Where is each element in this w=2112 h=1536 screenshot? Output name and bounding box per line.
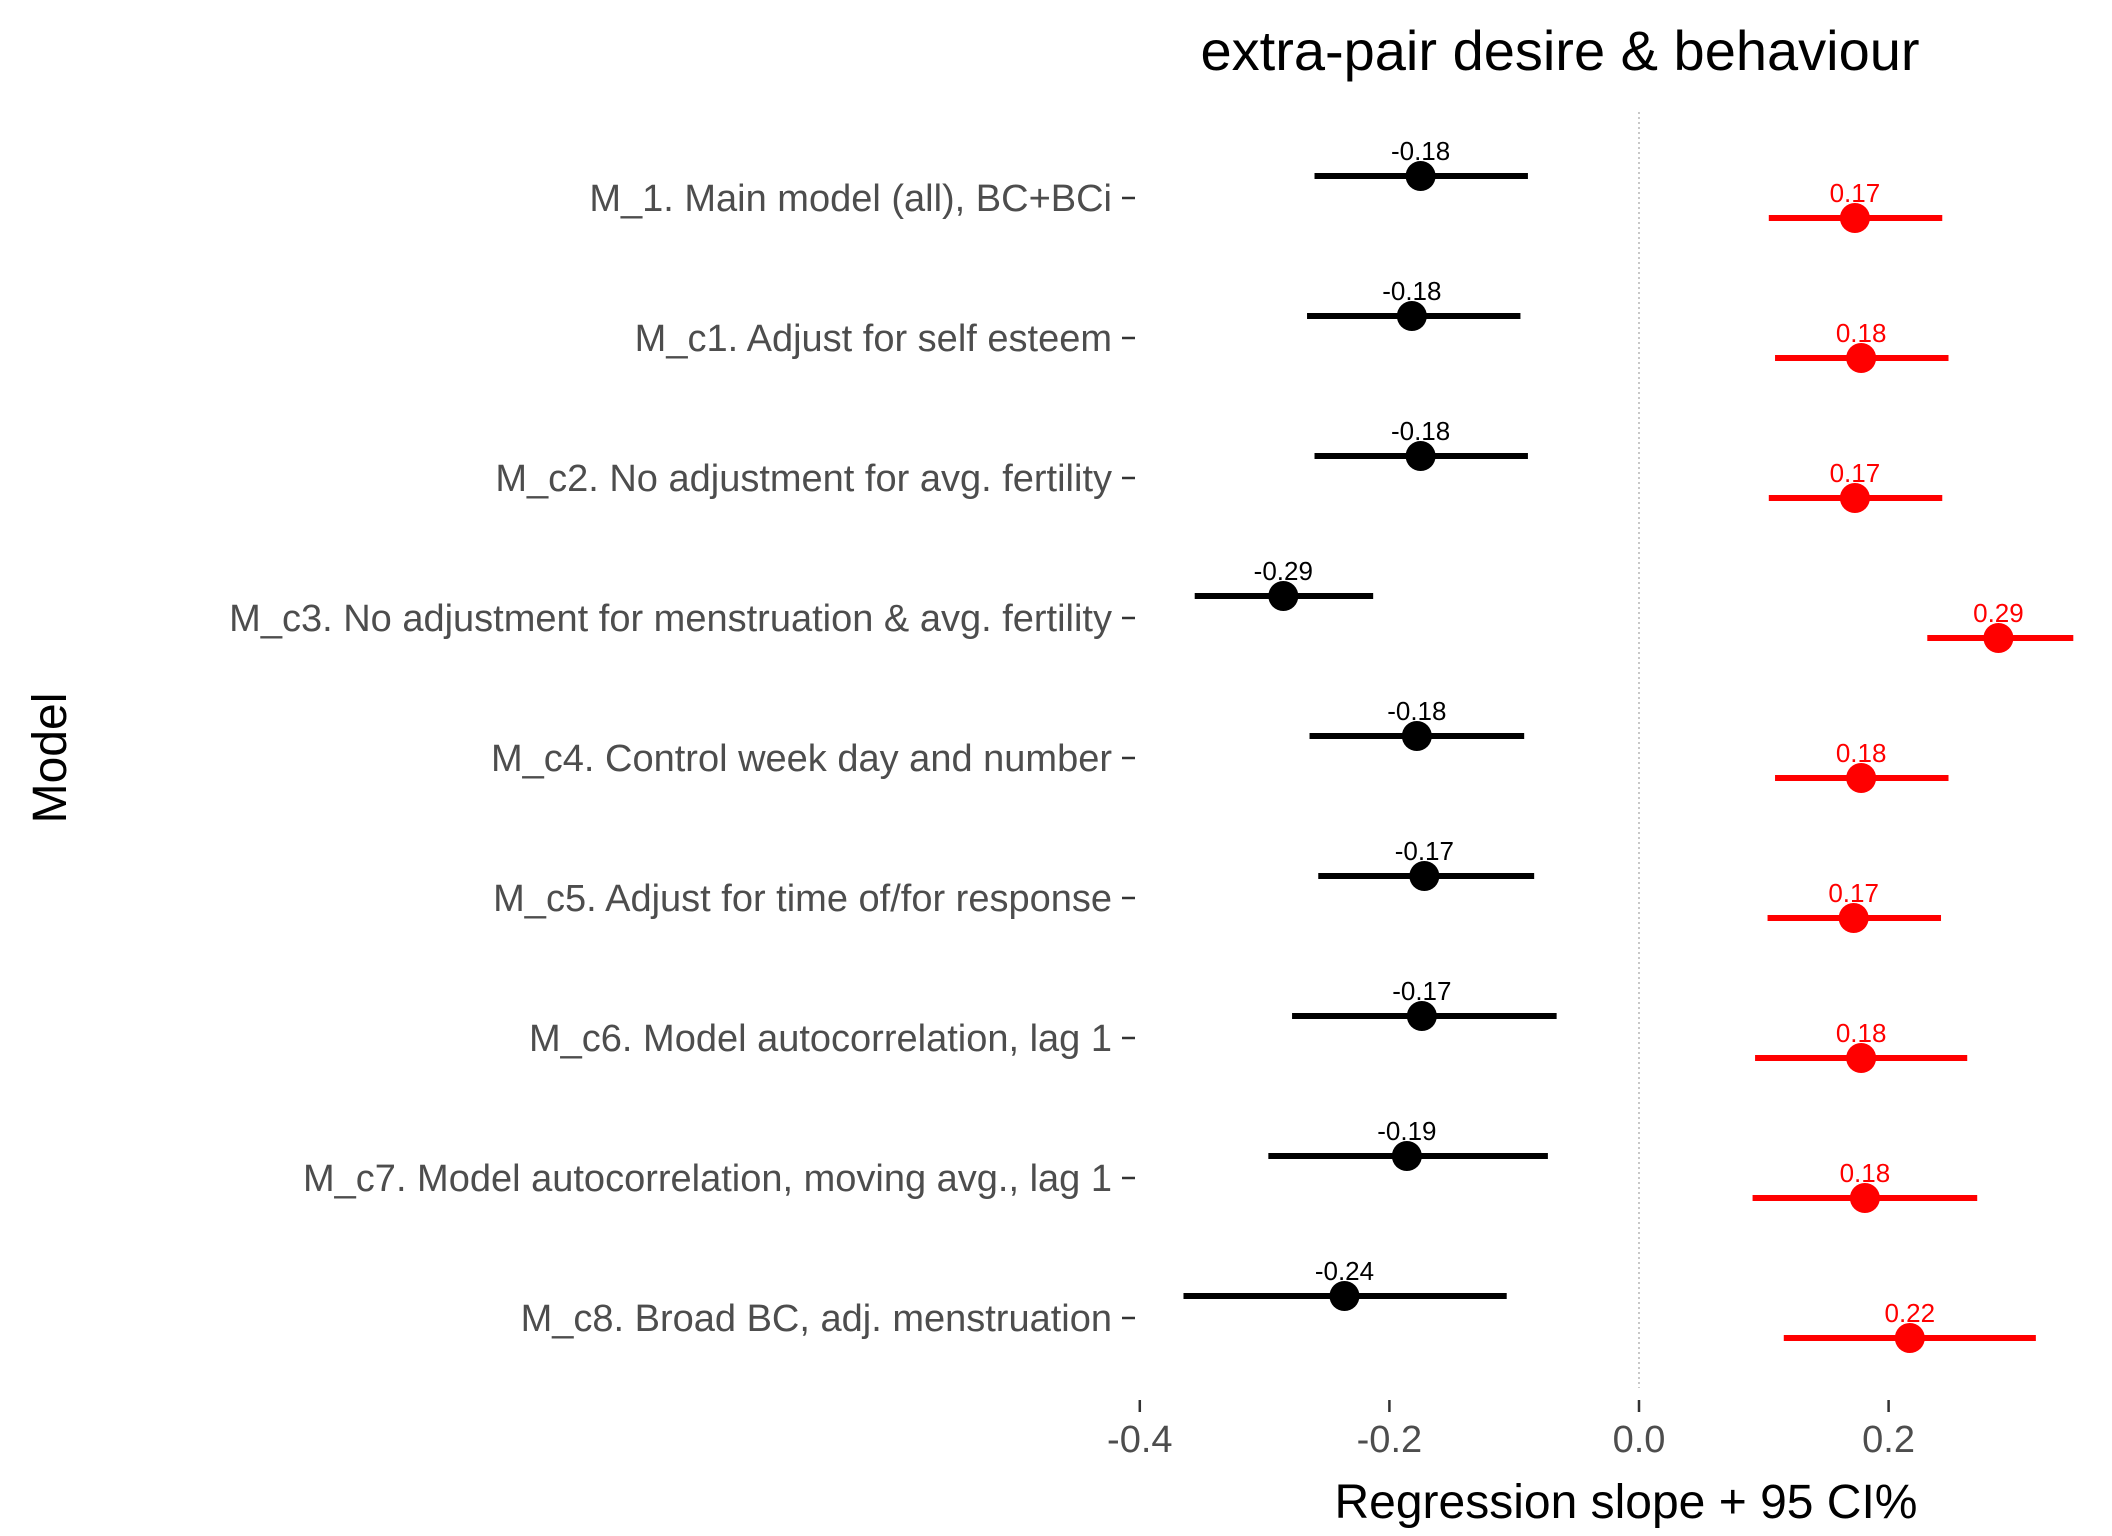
data-label: -0.24 <box>1315 1256 1374 1286</box>
data-label: 0.17 <box>1830 178 1881 208</box>
series-negative: -0.18 -0.18 -0.18 -0.29 -0.18 -0.17 -0.17 -0.19… <box>1183 136 1557 1311</box>
data-label: 0.17 <box>1830 458 1881 488</box>
point-estimate <box>1401 721 1432 751</box>
x-axis-title: Regression slope + 95 CI% <box>1335 1476 1918 1529</box>
data-label: 0.18 <box>1836 318 1887 348</box>
y-tick-label: M_c6. Model autocorrelation, lag 1 <box>529 1018 1112 1060</box>
y-tick-label: M_c2. No adjustment for avg. fertility <box>495 458 1112 500</box>
point-estimate <box>1983 623 2014 653</box>
data-label: -0.18 <box>1382 276 1441 306</box>
data-label: 0.17 <box>1828 878 1879 908</box>
data-label: -0.19 <box>1377 1116 1436 1146</box>
point-estimate <box>1409 861 1440 891</box>
x-axis: -0.4 -0.2 0.0 0.2 <box>1107 1400 1915 1461</box>
y-axis-title: Model <box>24 693 77 824</box>
x-tick-label: -0.4 <box>1107 1419 1172 1461</box>
y-tick-label: M_c4. Control week day and number <box>491 738 1112 780</box>
y-tick-label: M_c5. Adjust for time of/for response <box>493 878 1112 920</box>
point-estimate <box>1406 1001 1437 1031</box>
point-estimate <box>1846 763 1877 793</box>
y-tick-label: M_c8. Broad BC, adj. menstruation <box>521 1298 1112 1340</box>
data-label: 0.18 <box>1836 738 1887 768</box>
data-label: -0.17 <box>1395 836 1454 866</box>
y-tick-label: M_c1. Adjust for self esteem <box>635 318 1112 360</box>
x-tick-label: 0.2 <box>1862 1419 1915 1461</box>
data-label: -0.17 <box>1392 976 1451 1006</box>
x-tick-label: 0.0 <box>1613 1419 1666 1461</box>
point-estimate <box>1846 343 1877 373</box>
y-tick-label: M_c3. No adjustment for menstruation & a… <box>229 598 1112 640</box>
data-label: 0.29 <box>1973 598 2024 628</box>
data-label: -0.18 <box>1391 136 1450 166</box>
x-tick-label: -0.2 <box>1357 1419 1422 1461</box>
point-estimate <box>1849 1183 1880 1213</box>
plot-marks: -0.18 -0.18 -0.18 -0.29 -0.18 -0.17 -0.17 -0.19… <box>1183 136 2074 1353</box>
data-label: -0.18 <box>1391 416 1450 446</box>
point-estimate <box>1839 203 1870 233</box>
y-axis: M_1. Main model (all), BC+BCi M_c1. Adjus… <box>229 178 1135 1340</box>
point-estimate <box>1329 1281 1360 1311</box>
point-estimate <box>1894 1323 1925 1353</box>
point-estimate <box>1839 483 1870 513</box>
data-label: -0.29 <box>1254 556 1313 586</box>
point-estimate <box>1268 581 1299 611</box>
point-estimate <box>1838 903 1869 933</box>
data-label: -0.18 <box>1387 696 1446 726</box>
point-estimate <box>1396 301 1427 331</box>
y-tick-label: M_1. Main model (all), BC+BCi <box>589 178 1112 220</box>
series-positive: 0.17 0.18 0.17 0.29 0.18 0.17 0.18 0.18 0.22 <box>1752 178 2074 1353</box>
data-label: 0.18 <box>1840 1158 1891 1188</box>
point-estimate <box>1405 161 1436 191</box>
point-estimate <box>1405 441 1436 471</box>
point-estimate <box>1391 1141 1422 1171</box>
chart-title: extra-pair desire & behaviour <box>1200 19 1919 82</box>
data-label: 0.18 <box>1836 1018 1887 1048</box>
point-estimate <box>1846 1043 1877 1073</box>
data-label: 0.22 <box>1885 1298 1936 1328</box>
y-tick-label: M_c7. Model autocorrelation, moving avg.… <box>303 1158 1112 1200</box>
